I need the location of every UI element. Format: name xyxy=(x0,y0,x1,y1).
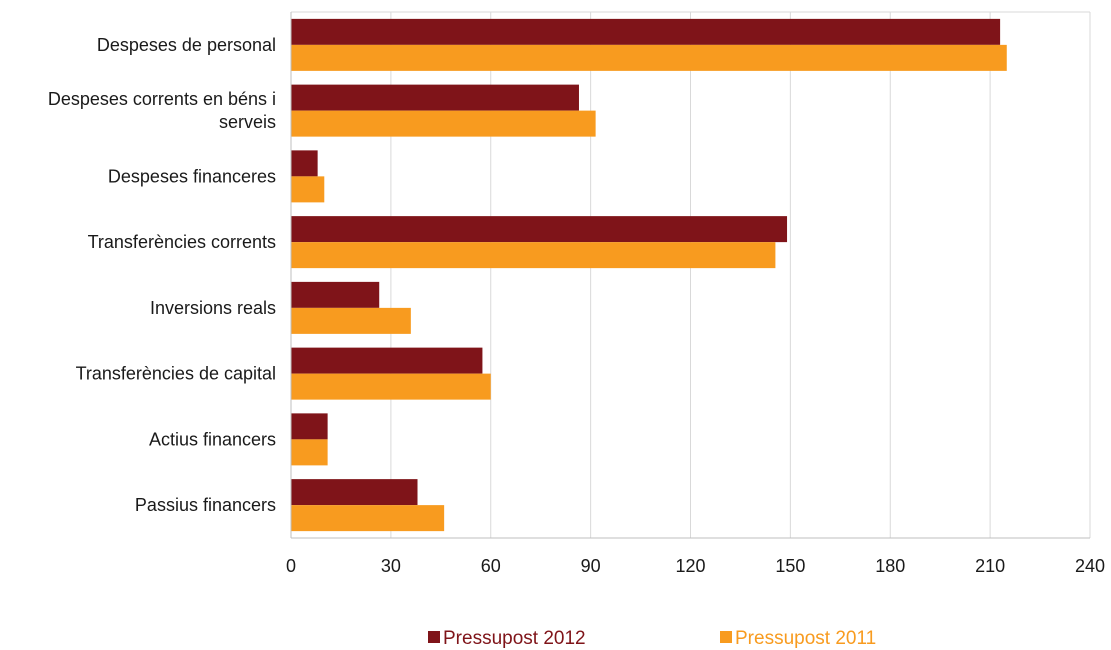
legend-swatch-2011 xyxy=(720,631,732,643)
legend-label-2011: Pressupost 2011 xyxy=(735,628,876,649)
category-label: Inversions reals xyxy=(150,298,276,318)
category-label: Despeses corrents en béns i serveis xyxy=(48,89,276,132)
bar-2012 xyxy=(291,18,1001,45)
bar-2011 xyxy=(291,373,491,400)
x-tick-label: 210 xyxy=(975,556,1005,576)
bar-2011 xyxy=(291,44,1007,71)
bar-2011 xyxy=(291,242,776,269)
category-label: Transferències de capital xyxy=(76,364,276,384)
bar-2011 xyxy=(291,505,445,532)
axes xyxy=(290,12,1090,539)
category-label: Passius financers xyxy=(135,495,276,515)
legend: Pressupost 2012 Pressupost 2011 xyxy=(428,628,876,649)
bar-2011 xyxy=(291,110,596,137)
x-tick-label: 60 xyxy=(481,556,501,576)
bar-2011 xyxy=(291,176,325,203)
bars xyxy=(291,18,1007,532)
x-tick-label: 180 xyxy=(875,556,905,576)
category-label: Actius financers xyxy=(149,429,276,449)
bar-2012 xyxy=(291,150,318,177)
legend-label-2012: Pressupost 2012 xyxy=(443,628,586,649)
x-tick-label: 30 xyxy=(381,556,401,576)
bar-2012 xyxy=(291,281,380,308)
x-tick-label: 150 xyxy=(775,556,805,576)
bar-2011 xyxy=(291,307,411,334)
x-tick-label: 120 xyxy=(675,556,705,576)
category-label: Despeses de personal xyxy=(97,35,276,55)
x-tick-label: 90 xyxy=(581,556,601,576)
bar-2012 xyxy=(291,413,328,440)
x-tick-labels: 0 30 60 90 120 150 180 210 240 xyxy=(286,556,1105,576)
x-tick-label: 240 xyxy=(1075,556,1105,576)
bar-2012 xyxy=(291,84,579,111)
category-labels: Despeses de personal Despeses corrents en… xyxy=(48,35,276,515)
category-label: Transferències corrents xyxy=(88,232,276,252)
bar-2012 xyxy=(291,479,418,506)
bar-2011 xyxy=(291,439,328,466)
bar-2012 xyxy=(291,216,788,243)
legend-swatch-2012 xyxy=(428,631,440,643)
x-tick-label: 0 xyxy=(286,556,296,576)
category-label: Despeses financeres xyxy=(108,166,276,186)
bar-2012 xyxy=(291,347,483,374)
